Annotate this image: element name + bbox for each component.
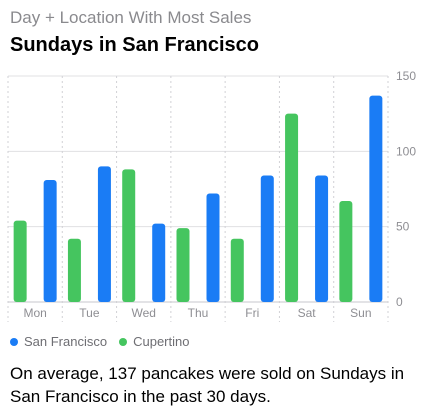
bar-cupertino-thu [176, 228, 190, 302]
x-tick-label: Fri [245, 306, 259, 320]
chart-title: Sundays in San Francisco [10, 34, 259, 56]
bar-san-francisco-mon [43, 179, 57, 302]
x-tick-label: Thu [188, 306, 209, 320]
x-tick-label: Mon [23, 306, 46, 320]
bar-san-francisco-fri [260, 175, 274, 302]
bar-san-francisco-wed [152, 223, 166, 302]
x-tick-label: Sat [298, 306, 317, 320]
legend-item-cupertino: Cupertino [119, 334, 189, 349]
summary-text: On average, 137 pancakes were sold on Su… [10, 364, 405, 406]
x-tick-label: Sun [350, 306, 371, 320]
sales-bar-chart: 0 50 100 150 Mon Tue Wed Thu Fri Sat Sun [7, 69, 416, 322]
y-tick-label: 150 [396, 69, 416, 83]
bar-cupertino-wed [122, 169, 136, 302]
bar-cupertino-sun [339, 201, 353, 302]
chart-legend: San Francisco Cupertino [10, 334, 197, 349]
x-tick-label: Wed [131, 306, 155, 320]
bar-cupertino-mon [13, 220, 27, 302]
chart-subtitle: Day + Location With Most Sales [10, 8, 252, 27]
bar-cupertino-sat [285, 113, 299, 302]
bar-san-francisco-sun [369, 95, 383, 302]
y-tick-label: 50 [396, 220, 410, 234]
bar-san-francisco-sat [315, 175, 329, 302]
legend-dot-san-francisco [10, 337, 18, 346]
legend-item-san-francisco: San Francisco [10, 334, 107, 349]
bar-san-francisco-thu [206, 193, 220, 302]
bar-cupertino-tue [67, 238, 81, 302]
y-tick-label: 0 [396, 295, 403, 309]
legend-dot-cupertino [119, 337, 128, 346]
legend-label-cupertino: Cupertino [133, 334, 190, 349]
bar-cupertino-fri [230, 238, 244, 302]
y-tick-label: 100 [396, 144, 416, 158]
x-tick-label: Tue [79, 306, 100, 320]
bar-san-francisco-tue [97, 166, 111, 302]
legend-label-san-francisco: San Francisco [24, 334, 108, 349]
